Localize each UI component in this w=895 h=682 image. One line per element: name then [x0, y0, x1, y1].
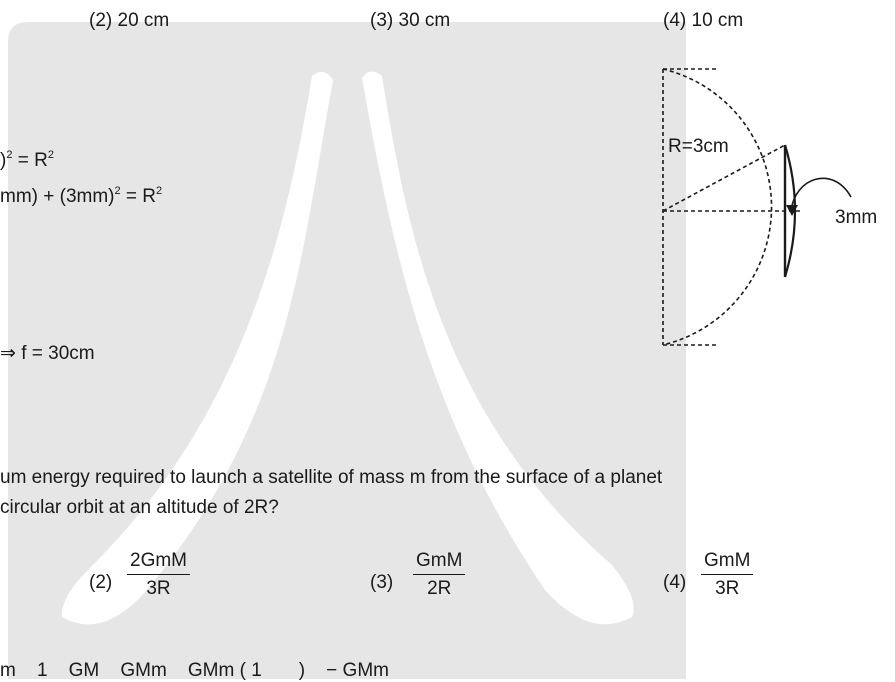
solution-line-1: )2 = R2 — [0, 149, 54, 171]
radius-label: R=3cm — [668, 136, 729, 157]
watermark-right-stroke — [362, 71, 634, 625]
option-3-top: (3) 30 cm — [370, 10, 451, 31]
option-4-label: (4) — [663, 572, 687, 593]
question-line-2: circular orbit at an altitude of 2R? — [0, 497, 279, 518]
pointer-arrowhead — [786, 205, 798, 216]
option-2-top: (2) 20 cm — [89, 10, 170, 31]
option-4-denominator: 3R — [715, 578, 740, 599]
option-3-numerator: GmM — [413, 550, 466, 575]
bottom-equation-partial: m 1 GM GMm GMm ( 1 ) − GMm — [0, 660, 389, 681]
question-line-1: um energy required to launch a satellite… — [0, 467, 663, 488]
semicircle-arc — [662, 68, 773, 346]
option-3-denominator: 2R — [427, 578, 452, 599]
radius-line — [662, 144, 786, 212]
thickness-pointer — [790, 177, 852, 212]
option-2-label: (2) — [89, 572, 113, 593]
solution-line-2: mm) + (3mm)2 = R2 — [0, 185, 163, 207]
option-4-top: (4) 10 cm — [663, 10, 744, 31]
lens-diagram — [662, 68, 852, 346]
thickness-label: 3mm — [835, 207, 878, 228]
option-2-numerator: 2GmM — [127, 550, 190, 575]
option-2-fraction: 2GmM 3R — [127, 550, 190, 600]
option-3-label: (3) — [370, 572, 394, 593]
option-4-fraction: GmM 3R — [701, 550, 754, 600]
option-4-numerator: GmM — [701, 550, 754, 575]
option-2-denominator: 3R — [146, 578, 171, 599]
lens-surface — [783, 144, 797, 278]
solution-result: ⇒ f = 30cm — [0, 343, 95, 364]
watermark-left-stroke — [61, 71, 333, 625]
option-3-fraction: GmM 2R — [413, 550, 466, 600]
